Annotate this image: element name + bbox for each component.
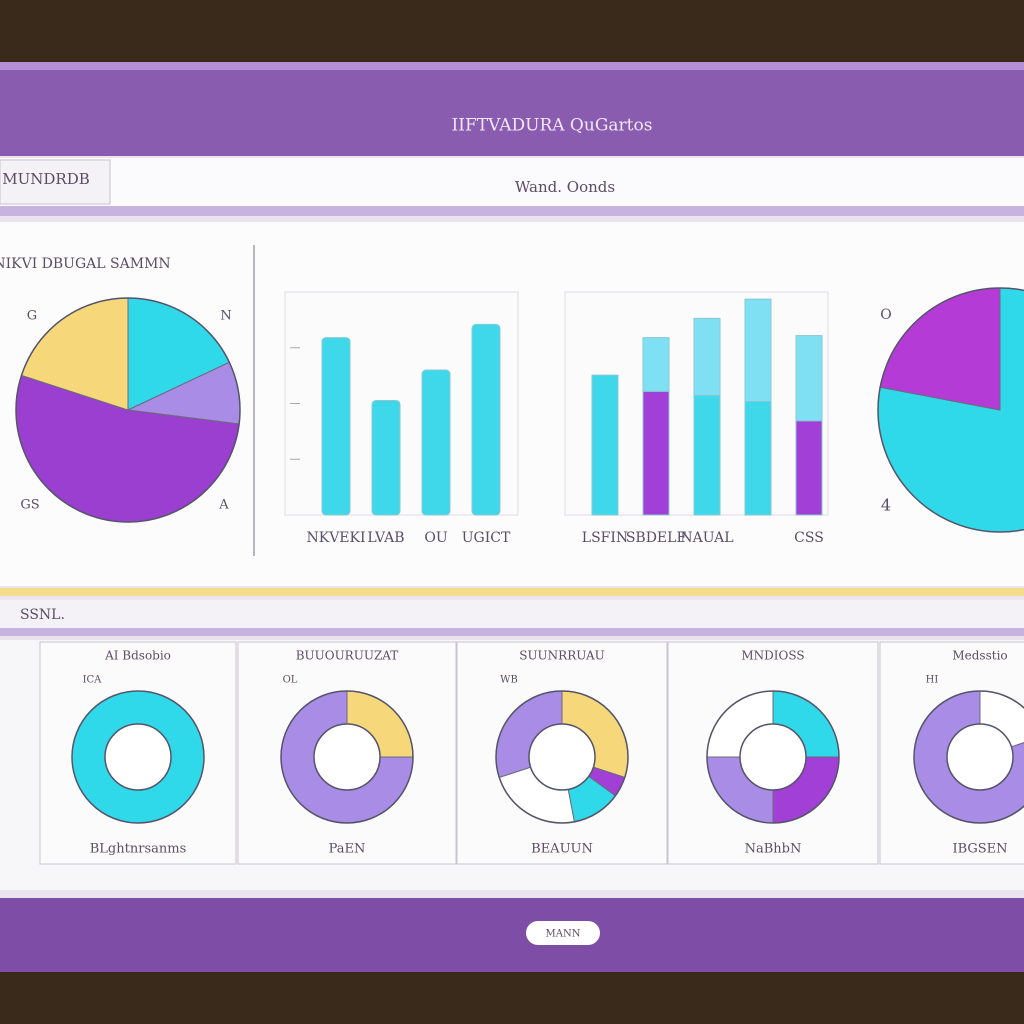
x-tick-label: CSS bbox=[794, 530, 824, 546]
card-footer: BEAUUN bbox=[531, 842, 593, 857]
donut-segment bbox=[72, 691, 204, 823]
hole bbox=[739, 723, 807, 791]
pie-annotation: N bbox=[220, 309, 231, 324]
footer-button[interactable] bbox=[526, 921, 600, 945]
hole bbox=[313, 723, 381, 791]
card-footer: NaBhbN bbox=[745, 842, 802, 857]
x-tick-label: SBDELF bbox=[626, 530, 687, 546]
bar-segment bbox=[591, 374, 619, 516]
section-title: SSNL. bbox=[20, 607, 65, 623]
hole bbox=[104, 723, 172, 791]
toolbar-left[interactable]: MUNDRDB bbox=[2, 170, 90, 188]
bar-segment bbox=[795, 335, 823, 422]
bar-segment bbox=[693, 317, 721, 396]
x-tick-label: NKVEKI bbox=[306, 530, 365, 546]
toolbar bbox=[0, 158, 1024, 206]
card-footer: PaEN bbox=[329, 842, 366, 857]
card-subtitle: OL bbox=[283, 675, 298, 686]
pie-annotation: 4 bbox=[881, 496, 891, 515]
card-title: AI Bdsobio bbox=[104, 649, 171, 663]
bar-segment bbox=[642, 337, 670, 392]
bar bbox=[471, 323, 501, 516]
outline bbox=[877, 287, 1024, 533]
hole bbox=[528, 723, 596, 791]
header-title: IIFTVADURA QuGartos bbox=[452, 116, 653, 136]
bar bbox=[321, 337, 351, 516]
x-tick-label: LVAB bbox=[367, 530, 404, 546]
section-bar bbox=[0, 600, 1024, 628]
hole bbox=[946, 723, 1014, 791]
card-footer: BLghtnrsanms bbox=[90, 842, 186, 857]
pie-annotation: A bbox=[218, 498, 229, 513]
bar-segment bbox=[795, 420, 823, 516]
x-tick-label: NAUAL bbox=[680, 530, 733, 546]
bar bbox=[421, 369, 451, 516]
pie-annotation: GS bbox=[20, 498, 39, 513]
card-subtitle: WB bbox=[500, 675, 518, 686]
card-title: BUUOURUUZAT bbox=[296, 649, 399, 663]
card-subtitle: HI bbox=[926, 675, 939, 686]
header-bar bbox=[0, 62, 1024, 156]
outline bbox=[913, 690, 1024, 824]
bar-segment bbox=[693, 394, 721, 516]
bar-segment bbox=[642, 390, 670, 516]
footer-bar bbox=[0, 898, 1024, 972]
outline bbox=[71, 690, 205, 824]
card-title: SUUNRRUAU bbox=[519, 649, 605, 663]
x-tick-label: UGICT bbox=[462, 530, 511, 546]
card-title: MNDIOSS bbox=[741, 649, 804, 663]
x-tick-label: OU bbox=[424, 530, 447, 546]
card-footer: IBGSEN bbox=[952, 842, 1007, 857]
x-tick-label: LSFIN bbox=[582, 530, 628, 546]
outline bbox=[15, 297, 241, 523]
divider bbox=[0, 206, 1024, 216]
footer-button-label[interactable]: MANN bbox=[546, 929, 581, 940]
bar-segment bbox=[744, 400, 772, 516]
pie-annotation: O bbox=[880, 307, 891, 323]
outline bbox=[706, 690, 840, 824]
card-title: Medsstio bbox=[952, 649, 1007, 663]
divider bbox=[0, 628, 1024, 636]
toolbar-tab[interactable] bbox=[0, 159, 111, 205]
header-edge bbox=[0, 62, 1024, 70]
bar bbox=[371, 399, 401, 516]
toolbar-center: Wand. Oonds bbox=[515, 178, 615, 196]
card-subtitle: ICA bbox=[83, 675, 103, 686]
overview-title: NIKVI DBUGAL SAMMN bbox=[0, 256, 171, 272]
outline bbox=[495, 690, 629, 824]
pie-annotation: G bbox=[27, 309, 37, 324]
bar-segment bbox=[744, 298, 772, 402]
outline bbox=[280, 690, 414, 824]
divider-gold bbox=[0, 588, 1024, 596]
